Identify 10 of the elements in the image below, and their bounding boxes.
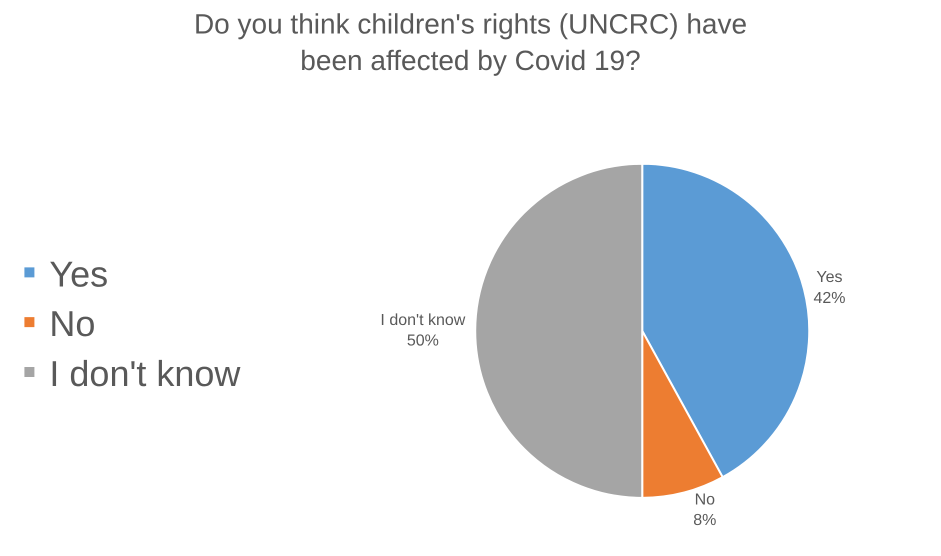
legend-label: No [49,303,96,344]
data-label: 42% [813,290,846,308]
chart-title: Do you think children's rights (UNCRC) have been affected by Covid 19? [194,8,748,76]
data-label: 50% [406,332,439,350]
legend-label: Yes [49,253,108,294]
slice-label: I don't know [380,312,466,329]
legend-label: I don't know [49,353,242,394]
data-label: 8% [693,512,716,530]
slice-label: No [694,491,716,508]
slice-label: Yes [816,269,843,286]
